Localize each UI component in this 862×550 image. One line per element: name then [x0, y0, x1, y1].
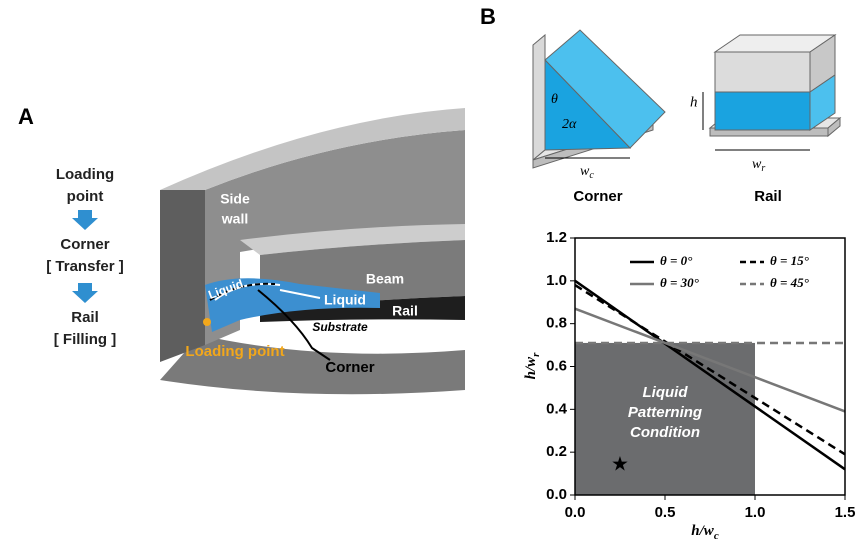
illustration-label: wall — [221, 211, 248, 227]
illustration-label: Liquid — [324, 292, 366, 308]
flow-text: [ Filling ] — [54, 331, 116, 348]
y-tick-label: 0.0 — [546, 486, 567, 503]
y-axis-label: r — [530, 352, 542, 357]
illustration-label: Loading point — [185, 343, 284, 360]
legend-label: θ = 45° — [770, 275, 810, 290]
y-tick-label: 1.2 — [546, 229, 567, 246]
diagram-label: wc — [580, 164, 594, 181]
flow-arrow — [72, 283, 98, 303]
rail-diagram — [710, 35, 840, 136]
x-tick-label: 1.0 — [745, 504, 766, 521]
region-label: Patterning — [628, 404, 702, 421]
panel-label: B — [480, 4, 496, 29]
x-axis-label: h/wc — [691, 523, 719, 541]
diagram-label: h — [690, 94, 698, 110]
flow-text: Rail — [71, 309, 99, 326]
y-tick-label: 1.0 — [546, 272, 567, 289]
y-tick-label: 0.8 — [546, 315, 567, 332]
illustration-label: Side — [220, 191, 250, 207]
panel-label: A — [18, 104, 34, 129]
x-tick-label: 1.5 — [835, 504, 856, 521]
diagram-label: c — [589, 170, 594, 181]
x-tick-label: 0.5 — [655, 504, 676, 521]
illustration-label: Beam — [366, 271, 404, 287]
flow-text: Corner — [60, 236, 109, 253]
legend: θ = 0° θ = 15° θ = 30° θ = 45° — [625, 250, 838, 296]
plot: Liquid Patterning Condition 0.0 0.2 0.4 0.6 0.8… — [546, 229, 855, 521]
diagram-caption: Rail — [754, 188, 782, 205]
x-axis-label: c — [714, 530, 719, 542]
flow-text: [ Transfer ] — [46, 258, 124, 275]
flow-arrow — [72, 210, 98, 230]
x-axis-label: h/w — [691, 523, 715, 539]
y-axis-label: h/wr — [523, 352, 541, 380]
flow-text: point — [67, 188, 104, 205]
figure: A Loading point Corner [ Transfer ] Rail… — [0, 0, 862, 550]
legend-label: θ = 30° — [660, 275, 700, 290]
diagram-label: r — [761, 163, 765, 174]
illustration-label: Rail — [392, 303, 418, 319]
diagram-label: 2α — [562, 117, 577, 132]
diagram-label: θ — [551, 92, 558, 107]
flow-text: Loading — [56, 166, 114, 183]
illustration-label: Substrate — [312, 320, 368, 334]
illustration-label: Corner — [325, 359, 374, 376]
legend-label: θ = 15° — [770, 253, 810, 268]
y-tick-label: 0.4 — [546, 400, 568, 417]
y-axis-label: h/w — [523, 356, 539, 380]
diagram-caption: Corner — [573, 188, 622, 205]
region-label: Liquid — [643, 384, 689, 401]
x-tick-label: 0.0 — [565, 504, 586, 521]
legend-label: θ = 0° — [660, 253, 693, 268]
region-label: Condition — [630, 424, 700, 441]
y-tick-label: 0.2 — [546, 443, 567, 460]
y-tick-label: 0.6 — [546, 357, 567, 374]
diagram-label: wr — [752, 157, 765, 174]
marker: ★ — [611, 453, 629, 475]
